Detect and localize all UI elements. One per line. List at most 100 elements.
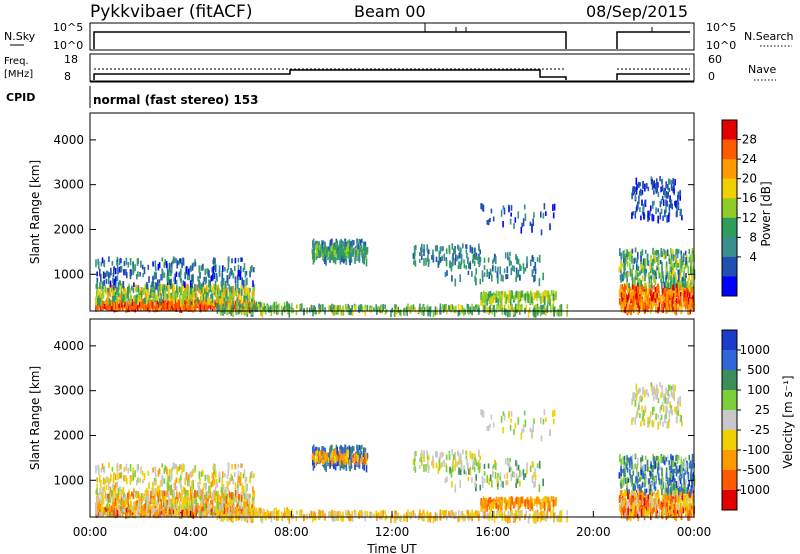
echo-cell <box>404 310 406 315</box>
echo-cell <box>637 265 640 272</box>
echo-cell <box>322 304 324 311</box>
echo-cell <box>474 251 476 260</box>
echo-cell <box>508 206 510 213</box>
echo-cell <box>213 262 215 268</box>
echo-cell <box>482 297 485 302</box>
echo-cell <box>230 474 232 482</box>
echo-cell <box>680 284 683 291</box>
echo-cell <box>143 504 145 511</box>
echo-cell <box>671 268 674 273</box>
echo-cell <box>181 283 183 288</box>
echo-cell <box>143 287 145 295</box>
echo-cell <box>231 464 233 470</box>
echo-cell <box>661 184 664 192</box>
echo-cell <box>163 302 166 311</box>
echo-cell <box>666 271 669 279</box>
echo-cell <box>99 291 102 298</box>
echo-cell <box>167 475 169 483</box>
echo-cell <box>251 298 253 306</box>
echo-cell <box>553 308 555 317</box>
echo-cell <box>618 290 621 298</box>
echo-cell <box>173 498 176 505</box>
echo-cell <box>180 268 182 275</box>
echo-cell <box>677 249 680 254</box>
echo-cell <box>147 300 149 308</box>
echo-cell <box>641 290 643 298</box>
echo-cell <box>96 281 98 290</box>
echo-cell <box>187 478 189 487</box>
echo-cell <box>133 294 136 301</box>
echo-cell <box>649 282 651 289</box>
echo-cell <box>216 501 219 510</box>
echo-cell <box>237 270 240 277</box>
echo-cell <box>132 261 134 268</box>
echo-cell <box>113 267 115 275</box>
echo-cell <box>439 257 442 263</box>
echo-cell <box>481 294 483 300</box>
echo-cell <box>653 181 655 189</box>
echo-cell <box>323 247 325 252</box>
colorbar-swatch <box>722 198 737 219</box>
echo-cell <box>667 178 670 185</box>
echo-cell <box>188 504 191 512</box>
echo-cell <box>692 301 694 310</box>
echo-cell <box>625 271 628 277</box>
echo-cell <box>195 505 198 511</box>
echo-cell <box>663 190 665 196</box>
echo-cell <box>366 246 369 253</box>
echo-cell <box>669 264 672 272</box>
echo-cell <box>665 261 668 270</box>
echo-cell <box>167 269 169 277</box>
freq-label-2: [MHz] <box>4 69 33 80</box>
echo-cell <box>500 274 503 282</box>
echo-cell <box>191 496 194 502</box>
echo-cell <box>152 508 155 515</box>
echo-cell <box>117 293 120 299</box>
echo-cell <box>201 498 203 506</box>
echo-cell <box>153 275 156 280</box>
echo-cell <box>156 295 159 300</box>
echo-cell <box>653 269 656 276</box>
echo-cell <box>281 515 283 522</box>
echo-cell <box>509 309 511 318</box>
echo-cell <box>451 259 454 267</box>
echo-cell <box>202 493 205 500</box>
echo-cell <box>481 274 484 283</box>
echo-cell <box>106 300 108 308</box>
echo-cell <box>664 250 666 255</box>
echo-cell <box>231 269 233 275</box>
echo-cell <box>163 490 166 497</box>
echo-cell <box>100 297 103 306</box>
echo-cell <box>639 188 642 194</box>
echo-cell <box>638 283 640 289</box>
echo-cell <box>674 282 676 289</box>
echo-cell <box>214 495 217 504</box>
echo-cell <box>116 510 119 518</box>
y-tick-label: 2000 <box>53 222 84 236</box>
echo-cell <box>689 282 692 291</box>
echo-cell <box>207 474 209 483</box>
echo-cell <box>674 301 676 309</box>
echo-cell <box>516 272 519 278</box>
echo-cell <box>552 290 555 297</box>
echo-cell <box>137 297 139 305</box>
echo-cell <box>489 268 492 276</box>
echo-cell <box>656 184 658 193</box>
echo-cell <box>105 301 107 306</box>
echo-cell <box>332 243 335 250</box>
echo-cell <box>507 254 509 261</box>
echo-cell <box>660 249 662 258</box>
cpid-text: normal (fast stereo) 153 <box>93 93 259 107</box>
echo-cell <box>357 250 359 257</box>
echo-cell <box>678 282 680 290</box>
echo-cell <box>358 253 360 260</box>
echo-cell <box>423 244 425 253</box>
echo-cell <box>120 473 122 478</box>
echo-cell <box>114 280 117 289</box>
echo-cell <box>212 479 215 486</box>
echo-cell <box>107 484 110 491</box>
echo-cell <box>342 308 345 316</box>
echo-cell <box>245 294 248 299</box>
echo-cell <box>238 288 240 295</box>
echo-cell <box>657 208 659 213</box>
